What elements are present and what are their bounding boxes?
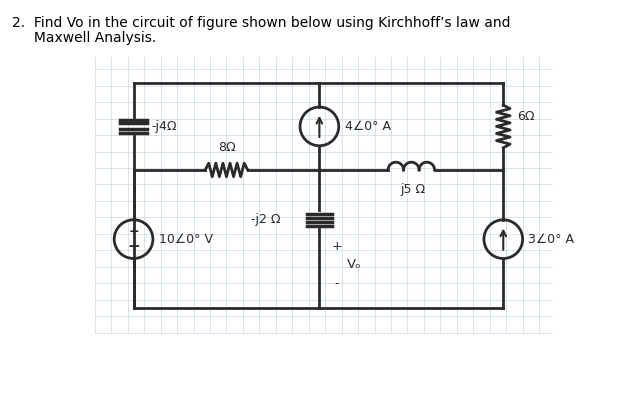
Text: -j2 Ω: -j2 Ω: [251, 213, 281, 226]
Text: -j4Ω: -j4Ω: [151, 120, 177, 133]
Text: 10∠0° V: 10∠0° V: [159, 233, 213, 246]
Text: −: −: [127, 239, 140, 254]
Text: 8Ω: 8Ω: [218, 141, 235, 154]
Text: +: +: [128, 225, 139, 238]
Text: +: +: [331, 240, 342, 253]
Text: 6Ω: 6Ω: [517, 110, 534, 123]
Text: j5 Ω: j5 Ω: [401, 183, 426, 197]
Text: 3∠0° A: 3∠0° A: [528, 233, 574, 246]
Text: -: -: [334, 277, 339, 290]
Text: Maxwell Analysis.: Maxwell Analysis.: [11, 31, 156, 44]
Text: 4∠0° A: 4∠0° A: [345, 120, 391, 133]
Text: 2.  Find Vo in the circuit of figure shown below using Kirchhoff’s law and: 2. Find Vo in the circuit of figure show…: [11, 16, 510, 30]
Text: Vₒ: Vₒ: [346, 258, 361, 271]
